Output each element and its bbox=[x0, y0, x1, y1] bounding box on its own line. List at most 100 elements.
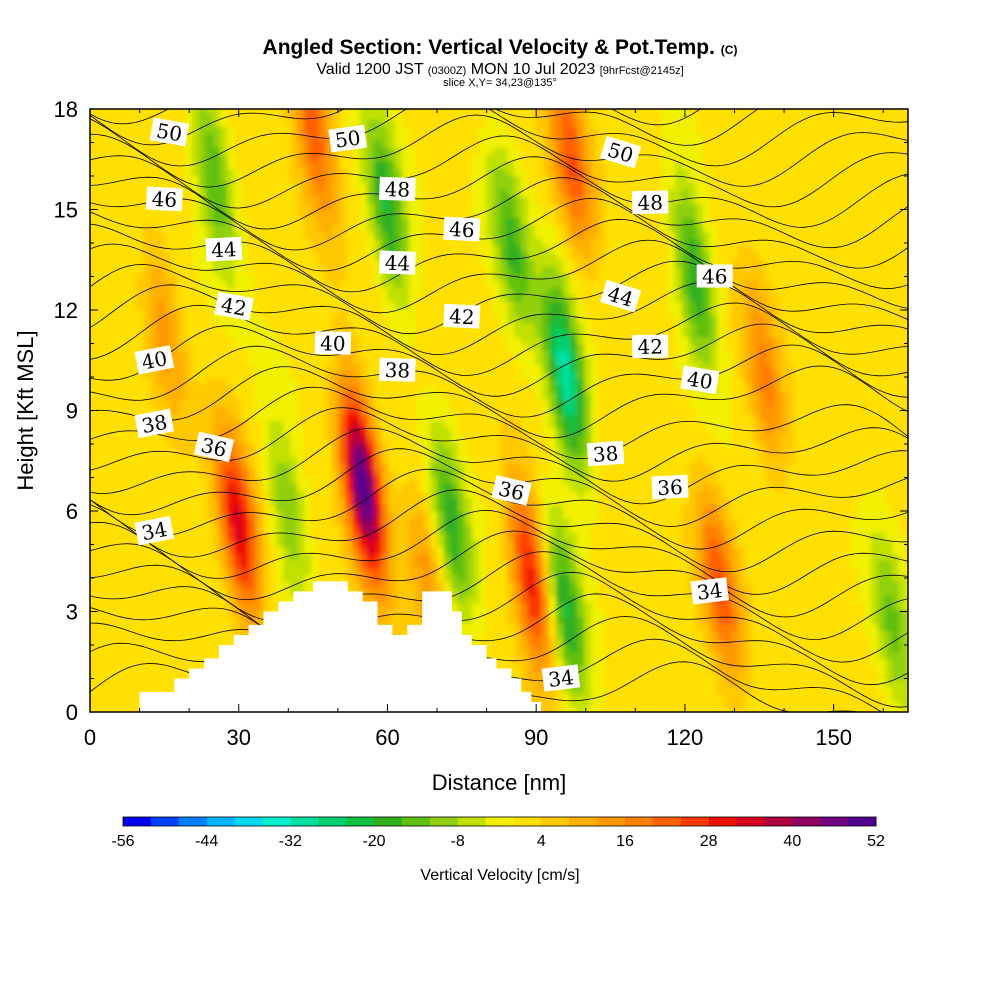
field-cell bbox=[325, 176, 333, 184]
field-cell bbox=[199, 99, 207, 107]
field-cell bbox=[248, 197, 256, 205]
field-cell bbox=[185, 309, 193, 317]
field-cell bbox=[871, 218, 879, 226]
field-cell bbox=[318, 246, 326, 254]
field-cell bbox=[640, 218, 648, 226]
field-cell bbox=[220, 113, 228, 121]
field-cell bbox=[465, 344, 473, 352]
field-cell bbox=[423, 302, 431, 310]
field-cell bbox=[185, 99, 193, 107]
field-cell bbox=[500, 239, 508, 247]
field-cell bbox=[395, 109, 403, 114]
field-cell bbox=[815, 211, 823, 219]
field-cell bbox=[206, 323, 214, 331]
field-cell bbox=[843, 211, 851, 219]
field-cell bbox=[549, 99, 557, 107]
field-cell bbox=[367, 169, 375, 177]
field-cell bbox=[94, 155, 102, 163]
field-cell bbox=[612, 267, 620, 275]
field-cell bbox=[500, 109, 508, 114]
field-cell bbox=[80, 246, 88, 254]
field-cell bbox=[906, 274, 908, 282]
field-cell bbox=[752, 330, 760, 338]
field-cell bbox=[122, 162, 130, 170]
field-cell bbox=[654, 183, 662, 191]
field-cell bbox=[549, 197, 557, 205]
field-cell bbox=[493, 386, 501, 394]
field-cell bbox=[738, 316, 746, 324]
field-cell bbox=[745, 323, 753, 331]
field-cell bbox=[892, 337, 900, 345]
field-cell bbox=[710, 218, 718, 226]
field-cell bbox=[311, 204, 319, 212]
field-cell bbox=[591, 330, 599, 338]
field-cell bbox=[283, 134, 291, 142]
field-cell bbox=[409, 323, 417, 331]
field-cell bbox=[423, 309, 431, 317]
field-cell bbox=[234, 274, 242, 282]
field-cell bbox=[640, 120, 648, 128]
field-cell bbox=[444, 337, 452, 345]
field-cell bbox=[591, 120, 599, 128]
field-cell bbox=[388, 316, 396, 324]
field-cell bbox=[724, 190, 732, 198]
field-cell bbox=[668, 113, 676, 121]
field-cell bbox=[843, 253, 851, 261]
field-cell bbox=[143, 344, 151, 352]
field-cell bbox=[542, 162, 550, 170]
field-cell bbox=[892, 239, 900, 247]
field-cell bbox=[815, 309, 823, 317]
field-cell bbox=[640, 274, 648, 282]
field-cell bbox=[157, 162, 165, 170]
field-cell bbox=[339, 253, 347, 261]
field-cell bbox=[325, 260, 333, 268]
field-cell bbox=[395, 274, 403, 282]
field-cell bbox=[465, 337, 473, 345]
field-cell bbox=[122, 197, 130, 205]
field-cell bbox=[416, 379, 424, 387]
field-cell bbox=[507, 239, 515, 247]
field-cell bbox=[192, 253, 200, 261]
field-cell bbox=[591, 323, 599, 331]
field-cell bbox=[262, 109, 270, 114]
field-cell bbox=[458, 127, 466, 135]
field-cell bbox=[843, 155, 851, 163]
field-cell bbox=[311, 218, 319, 226]
field-cell bbox=[255, 358, 263, 366]
field-cell bbox=[801, 288, 809, 296]
field-cell bbox=[346, 211, 354, 219]
field-cell bbox=[304, 155, 312, 163]
field-cell bbox=[885, 260, 893, 268]
field-cell bbox=[682, 281, 690, 289]
field-cell bbox=[759, 323, 767, 331]
field-cell bbox=[115, 127, 123, 135]
field-cell bbox=[591, 190, 599, 198]
field-cell bbox=[871, 274, 879, 282]
field-cell bbox=[591, 309, 599, 317]
field-cell bbox=[815, 358, 823, 366]
field-cell bbox=[346, 232, 354, 240]
field-cell bbox=[150, 372, 158, 380]
field-cell bbox=[878, 246, 886, 254]
field-cell bbox=[213, 260, 221, 268]
field-cell bbox=[584, 372, 592, 380]
field-cell bbox=[493, 323, 501, 331]
field-cell bbox=[192, 218, 200, 226]
field-cell bbox=[885, 365, 893, 373]
field-cell bbox=[388, 204, 396, 212]
field-cell bbox=[437, 260, 445, 268]
field-cell bbox=[430, 323, 438, 331]
field-cell bbox=[668, 246, 676, 254]
field-cell bbox=[668, 344, 676, 352]
field-cell bbox=[80, 386, 88, 394]
field-cell bbox=[143, 337, 151, 345]
field-cell bbox=[745, 309, 753, 317]
field-cell bbox=[297, 204, 305, 212]
field-cell bbox=[416, 109, 424, 114]
field-cell bbox=[612, 225, 620, 233]
field-cell bbox=[199, 239, 207, 247]
field-cell bbox=[724, 372, 732, 380]
field-cell bbox=[885, 323, 893, 331]
field-cell bbox=[850, 274, 858, 282]
field-cell bbox=[584, 281, 592, 289]
